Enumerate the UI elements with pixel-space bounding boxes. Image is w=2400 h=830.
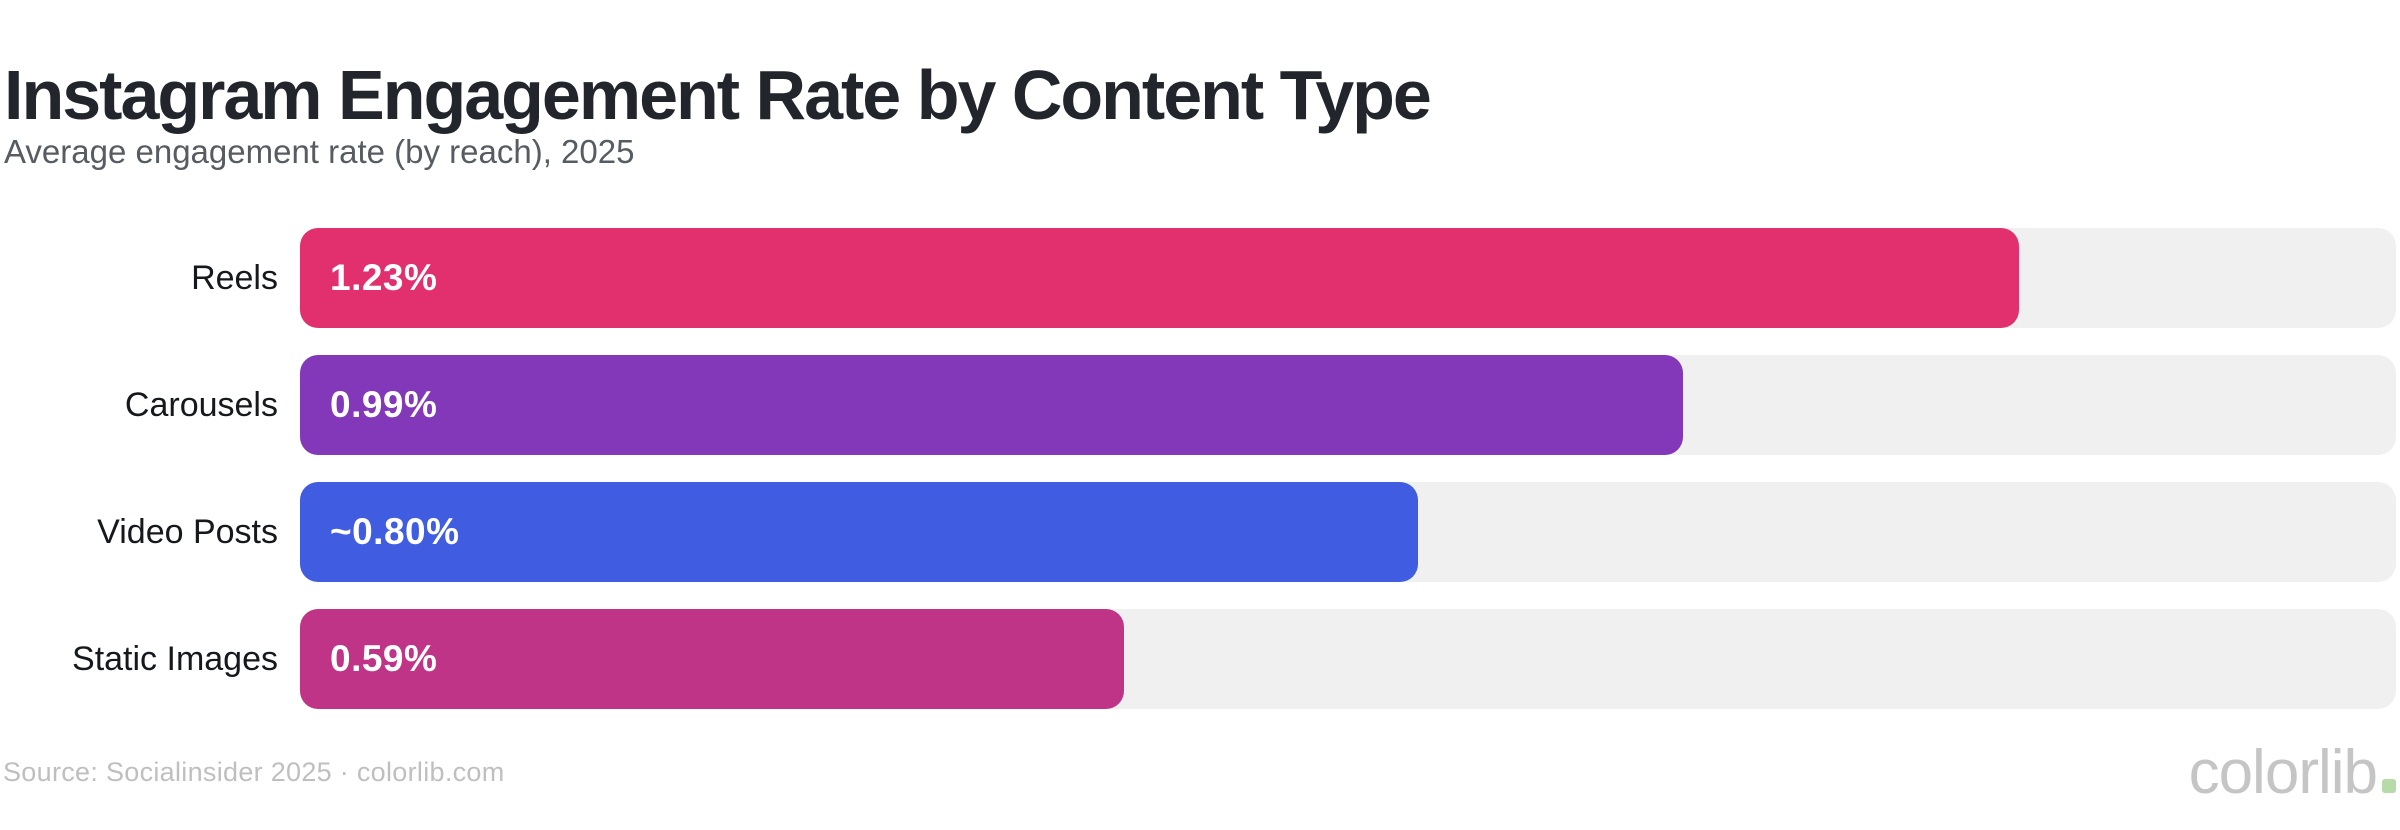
colorlib-logo-text: colorlib [2188, 738, 2378, 807]
bar-row: Video Posts ~0.80% [0, 482, 2400, 582]
bar-track: 0.59% [300, 609, 2396, 709]
footer-source: Source: Socialinsider 2025 · colorlib.co… [3, 757, 505, 787]
bar-fill: ~0.80% [300, 482, 1418, 582]
bar-fill: 0.99% [300, 355, 1684, 455]
bar-chart: Reels 1.23% Carousels 0.99% Video Posts ~0.80… [0, 228, 2400, 736]
page-subtitle: Average engagement rate (by reach), 2025 [4, 133, 635, 170]
page-title: Instagram Engagement Rate by Content Typ… [4, 56, 1432, 134]
bar-value-label: 0.99% [330, 384, 438, 425]
category-label: Static Images [72, 639, 278, 678]
bar-row: Static Images 0.59% [0, 609, 2400, 709]
bar-value-label: 0.59% [330, 638, 438, 679]
bar-value-label: ~0.80% [330, 511, 460, 552]
category-label: Video Posts [97, 512, 278, 551]
category-label: Carousels [124, 385, 278, 424]
logo-dot [2382, 779, 2396, 793]
bar-row: Reels 1.23% [0, 228, 2400, 328]
bar-value-label: 1.23% [330, 257, 438, 298]
bar-fill: 0.59% [300, 609, 1125, 709]
colorlib-logo: colorlib [2189, 737, 2396, 808]
bar-row: Carousels 0.99% [0, 355, 2400, 455]
bar-track: 0.99% [300, 355, 2396, 455]
bar-track: ~0.80% [300, 482, 2396, 582]
bar-fill: 1.23% [300, 228, 2019, 328]
bar-track: 1.23% [300, 228, 2396, 328]
category-label: Reels [191, 258, 278, 297]
